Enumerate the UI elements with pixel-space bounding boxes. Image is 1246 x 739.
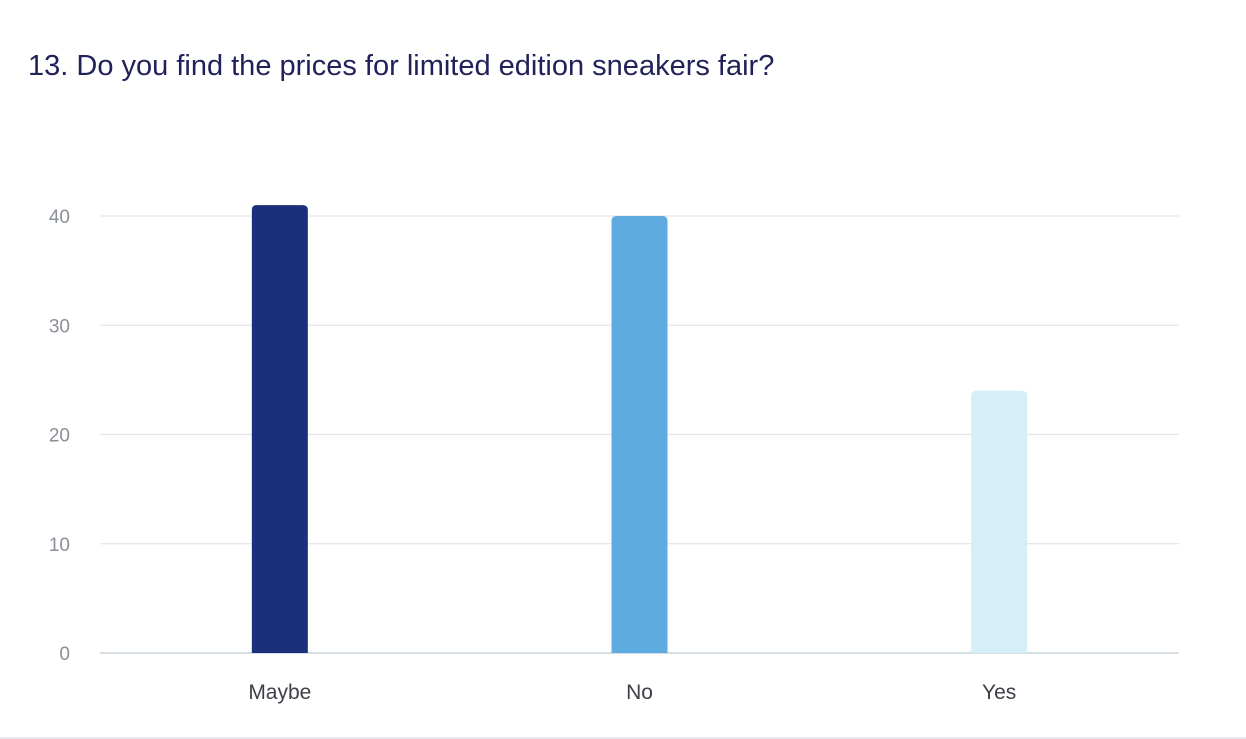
bar-no — [611, 216, 668, 653]
chart-title: 13. Do you find the prices for limited e… — [28, 50, 775, 82]
y-tick-label: 40 — [49, 207, 70, 228]
y-tick-label: 20 — [49, 426, 70, 447]
bar-maybe — [251, 205, 308, 653]
y-tick-label: 30 — [49, 316, 70, 337]
x-tick-label: Maybe — [248, 681, 311, 704]
bar-yes — [971, 390, 1028, 653]
x-tick-label: Yes — [982, 681, 1016, 704]
x-tick-label: No — [626, 681, 653, 704]
y-tick-label: 10 — [49, 535, 70, 556]
y-tick-label: 0 — [59, 644, 70, 665]
